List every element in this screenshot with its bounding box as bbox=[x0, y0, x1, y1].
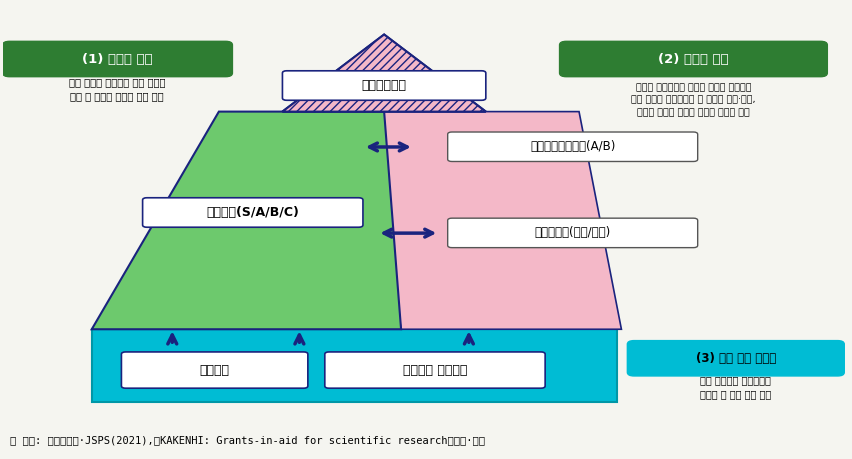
Text: 과거 축적을 기반으로 학문 분야의
심화 및 발전을 목표로 연구 지원: 과거 축적을 기반으로 학문 분야의 심화 및 발전을 목표로 연구 지원 bbox=[69, 77, 165, 101]
Polygon shape bbox=[282, 34, 486, 112]
Text: 초기 연구자가 독자적으로
연구할 수 있는 기회 제공: 초기 연구자가 독자적으로 연구할 수 있는 기회 제공 bbox=[699, 375, 770, 399]
Text: 혁신적 아이디어에 기반한 연구를 지원하고
기존 과학적 프레임워크 및 방향의 변환·전환,
새로운 영역의 개발을 주도할 잠재력 보유: 혁신적 아이디어에 기반한 연구를 지원하고 기존 과학적 프레임워크 및 방향… bbox=[630, 83, 755, 117]
FancyBboxPatch shape bbox=[3, 41, 232, 77]
Text: ※ 출처: 문부과학성·JSPS(2021),「KAKENHI: Grants-in-aid for scientific research」수정·보완: ※ 출처: 문부과학성·JSPS(2021),「KAKENHI: Grants-… bbox=[9, 435, 484, 445]
Text: 학술변혁영역연구(A/B): 학술변혁영역연구(A/B) bbox=[529, 140, 614, 153]
FancyBboxPatch shape bbox=[325, 352, 544, 388]
Text: (2) 변혁적 연구: (2) 변혁적 연구 bbox=[658, 52, 728, 66]
FancyBboxPatch shape bbox=[282, 71, 486, 100]
FancyBboxPatch shape bbox=[142, 198, 362, 227]
FancyBboxPatch shape bbox=[121, 352, 308, 388]
Text: 기반연구(S/A/B/C): 기반연구(S/A/B/C) bbox=[206, 206, 299, 219]
FancyBboxPatch shape bbox=[626, 341, 843, 376]
FancyBboxPatch shape bbox=[92, 329, 617, 402]
Polygon shape bbox=[366, 112, 621, 329]
Polygon shape bbox=[92, 112, 400, 329]
FancyBboxPatch shape bbox=[559, 41, 826, 77]
Text: (1) 과학적 연구: (1) 과학적 연구 bbox=[82, 52, 153, 66]
Text: 연구활동 스타트업: 연구활동 스타트업 bbox=[402, 364, 467, 376]
Text: 신진연구: 신진연구 bbox=[199, 364, 229, 376]
Polygon shape bbox=[282, 34, 486, 112]
Text: (3) 초기 경력 과학자: (3) 초기 경력 과학자 bbox=[695, 352, 775, 365]
Text: 도전적연구(개척/맹아): 도전적연구(개척/맹아) bbox=[534, 226, 610, 240]
Text: 특별추진연구: 특별추진연구 bbox=[361, 79, 406, 92]
FancyBboxPatch shape bbox=[447, 218, 697, 248]
FancyBboxPatch shape bbox=[447, 132, 697, 162]
